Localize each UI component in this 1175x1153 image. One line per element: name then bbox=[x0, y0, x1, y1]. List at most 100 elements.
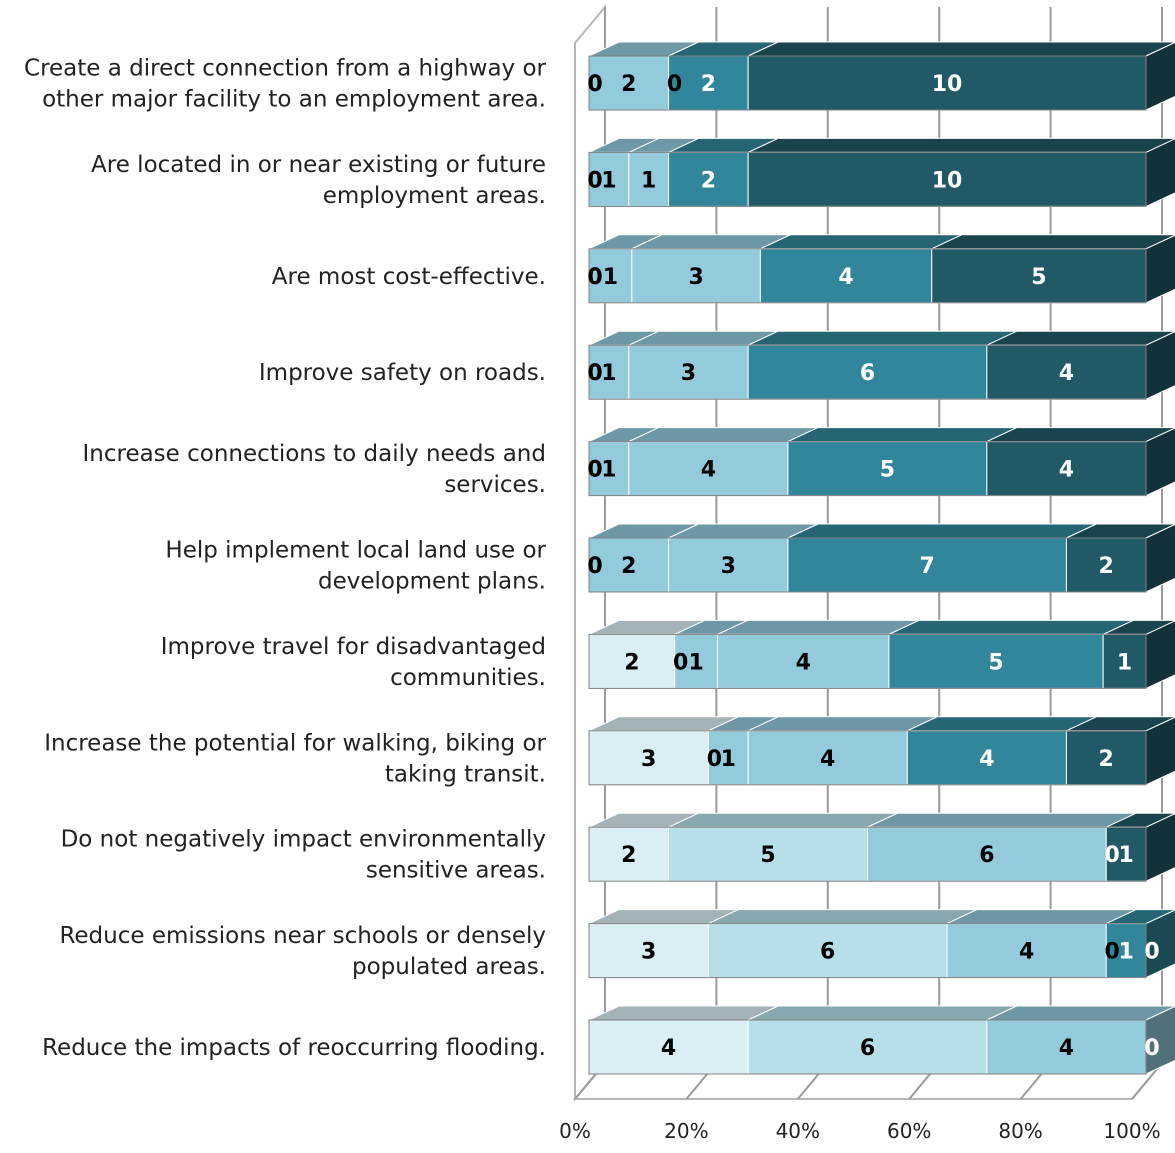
data-label: 2 bbox=[621, 843, 636, 868]
category-label: Improve safety on roads. bbox=[259, 360, 546, 386]
data-label: 4 bbox=[838, 265, 853, 290]
category-label: Reduce emissions near schools or densely bbox=[59, 923, 546, 949]
bar-segment bbox=[787, 441, 988, 497]
x-tick-label: 40% bbox=[776, 1119, 820, 1143]
bar-segment bbox=[717, 633, 890, 689]
bar-segment bbox=[888, 633, 1104, 689]
bar-segment bbox=[986, 1019, 1147, 1075]
bar-top-face bbox=[747, 1005, 1018, 1021]
x-tick-label: 80% bbox=[998, 1119, 1042, 1143]
data-label: 4 bbox=[820, 747, 835, 772]
x-tick-label: 60% bbox=[887, 1119, 931, 1143]
bar-segment bbox=[1105, 923, 1147, 979]
data-label: 2 bbox=[1099, 554, 1114, 579]
bar-segment bbox=[631, 248, 761, 304]
data-label: 2 bbox=[624, 650, 639, 675]
data-label: 6 bbox=[820, 940, 835, 965]
bar-outline bbox=[588, 151, 1147, 207]
data-label: 0 bbox=[587, 168, 602, 193]
data-label: 10 bbox=[932, 72, 963, 97]
data-label: 5 bbox=[880, 458, 895, 483]
data-label: 0 bbox=[587, 458, 602, 483]
data-label: 3 bbox=[688, 265, 703, 290]
data-label: 6 bbox=[860, 1036, 875, 1061]
data-label: 4 bbox=[796, 650, 811, 675]
bar-outline bbox=[588, 441, 1147, 497]
bar-top-face bbox=[747, 716, 938, 732]
bar-segment bbox=[588, 441, 630, 497]
data-label: 4 bbox=[1019, 940, 1034, 965]
data-label: 0 bbox=[1105, 843, 1120, 868]
bar-outline bbox=[588, 730, 1147, 786]
x-tick-label: 100% bbox=[1103, 1119, 1160, 1143]
data-label: 2 bbox=[621, 554, 636, 579]
bar-segment bbox=[588, 151, 630, 207]
bar-top-face bbox=[888, 619, 1134, 635]
data-label: 0 bbox=[587, 72, 602, 97]
bar-top-face bbox=[986, 330, 1175, 346]
bar-segment bbox=[747, 344, 988, 400]
data-label: 1 bbox=[1117, 650, 1132, 675]
bar-segment bbox=[674, 633, 719, 689]
bar-top-face bbox=[747, 330, 1018, 346]
bar-outline bbox=[588, 826, 1147, 882]
data-label: 0 bbox=[1144, 940, 1159, 965]
data-label: 0 bbox=[587, 554, 602, 579]
category-label: employment areas. bbox=[323, 183, 546, 209]
data-label: 2 bbox=[701, 168, 716, 193]
data-label: 2 bbox=[1099, 747, 1114, 772]
bar-outline bbox=[588, 923, 1147, 979]
bar-segment bbox=[668, 826, 868, 882]
data-label: 4 bbox=[1059, 361, 1074, 386]
data-label: 0 bbox=[1144, 1036, 1159, 1061]
data-label: 2 bbox=[621, 72, 636, 97]
bar-segment bbox=[747, 1019, 988, 1075]
bar-segment bbox=[986, 344, 1147, 400]
bar-top-face bbox=[907, 716, 1097, 732]
bar-segment bbox=[946, 923, 1107, 979]
data-label: 1 bbox=[1118, 940, 1133, 965]
data-label: 10 bbox=[932, 168, 963, 193]
bar-segment bbox=[931, 248, 1147, 304]
data-label: 1 bbox=[641, 168, 656, 193]
bar-segment bbox=[906, 730, 1067, 786]
data-label: 1 bbox=[721, 747, 736, 772]
data-label: 0 bbox=[587, 72, 602, 97]
bar-top-face bbox=[760, 234, 962, 250]
data-label: 3 bbox=[641, 747, 656, 772]
data-label: 0 bbox=[587, 554, 602, 579]
bar-segment bbox=[628, 441, 789, 497]
data-label: 0 bbox=[667, 72, 682, 97]
bar-segment bbox=[588, 923, 709, 979]
data-label: 1 bbox=[688, 650, 703, 675]
category-label: populated areas. bbox=[352, 954, 546, 980]
bar-top-face bbox=[986, 427, 1175, 443]
category-label: Are located in or near existing or futur… bbox=[91, 152, 546, 178]
data-label: 0 bbox=[1144, 1036, 1159, 1061]
category-label: Do not negatively impact environmentally bbox=[61, 827, 546, 853]
category-labels: Create a direct connection from a highwa… bbox=[24, 56, 547, 1062]
data-label: 2 bbox=[701, 72, 716, 97]
data-label: 0 bbox=[587, 361, 602, 386]
data-label: 0 bbox=[707, 747, 722, 772]
bar-top-face bbox=[931, 234, 1175, 250]
category-label: taking transit. bbox=[385, 761, 546, 787]
bar-outline bbox=[588, 344, 1147, 400]
bar-top-face bbox=[986, 1005, 1175, 1021]
data-label: 4 bbox=[1059, 458, 1074, 483]
bar-segment bbox=[747, 151, 1147, 207]
data-label: 3 bbox=[721, 554, 736, 579]
data-label: 1 bbox=[601, 458, 616, 483]
data-label: 4 bbox=[701, 458, 716, 483]
category-label: sensitive areas. bbox=[366, 858, 546, 884]
data-label: 1 bbox=[1118, 843, 1133, 868]
data-label: 0 bbox=[587, 361, 602, 386]
x-axis-ticks: 0% 20% 40% 60% 80% 100% bbox=[559, 1119, 1160, 1143]
bar-segment bbox=[1102, 633, 1147, 689]
data-label: 0 bbox=[587, 168, 602, 193]
bar-segment bbox=[747, 730, 908, 786]
x-tick-label: 20% bbox=[664, 1119, 708, 1143]
bar-top-face bbox=[668, 812, 898, 828]
